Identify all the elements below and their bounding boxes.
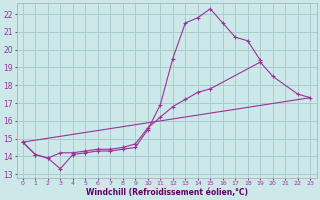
X-axis label: Windchill (Refroidissement éolien,°C): Windchill (Refroidissement éolien,°C) bbox=[85, 188, 248, 197]
